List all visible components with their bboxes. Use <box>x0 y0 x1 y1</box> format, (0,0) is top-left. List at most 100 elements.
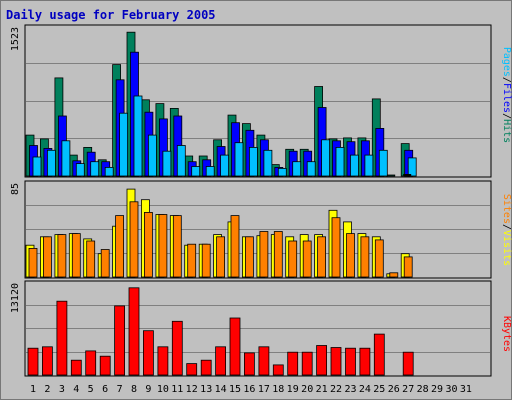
y-tick-label-top: 1523 <box>10 27 21 51</box>
x-tick-label: 28 <box>417 384 429 395</box>
bar-sites-14 <box>216 236 226 278</box>
bar-sites-21 <box>317 236 327 278</box>
bar-kbytes-27 <box>402 351 414 376</box>
x-tick-label: 11 <box>171 384 183 395</box>
legend-sites-visits-part: / <box>501 224 512 230</box>
bar-pages-5 <box>90 161 100 177</box>
bar-pages-27 <box>407 157 417 177</box>
bar-kbytes-4 <box>70 359 82 376</box>
bar-sites-10 <box>158 214 168 278</box>
bar-sites-22 <box>331 217 341 278</box>
bar-sites-2 <box>43 236 52 278</box>
bar-sites-6 <box>100 249 110 278</box>
y-tick-label-middle: 85 <box>10 183 21 195</box>
legend-kbytes-part: KBytes <box>501 316 512 352</box>
bar-pages-22 <box>335 146 345 177</box>
bar-pages-1 <box>32 156 42 177</box>
bar-kbytes-21 <box>316 345 328 376</box>
bar-kbytes-6 <box>99 355 111 376</box>
bar-sites-23 <box>346 233 355 278</box>
bar-kbytes-12 <box>186 363 198 376</box>
x-tick-label: 22 <box>330 384 342 395</box>
x-tick-label: 31 <box>460 384 472 395</box>
bar-sites-4 <box>71 233 81 278</box>
x-tick-label: 4 <box>73 384 79 395</box>
bar-kbytes-23 <box>345 347 356 376</box>
bar-pages-14 <box>220 154 230 177</box>
x-tick-label: 27 <box>402 384 414 395</box>
bar-pages-17 <box>263 149 273 177</box>
bar-pages-19 <box>292 161 302 177</box>
bar-pages-8 <box>133 95 143 177</box>
x-tick-label: 1 <box>30 384 36 395</box>
bar-sites-9 <box>143 211 153 278</box>
x-tick-label: 16 <box>243 384 255 395</box>
bar-kbytes-16 <box>243 352 255 376</box>
x-tick-label: 9 <box>145 384 151 395</box>
bar-pages-18 <box>277 167 287 177</box>
bar-kbytes-17 <box>258 346 270 376</box>
bar-sites-26 <box>389 272 399 278</box>
bar-pages-10 <box>162 150 172 177</box>
bar-sites-18 <box>273 231 283 278</box>
x-tick-label: 26 <box>388 384 400 395</box>
bar-sites-12 <box>187 243 197 278</box>
bar-kbytes-14 <box>215 346 227 376</box>
bar-pages-6 <box>104 166 114 177</box>
legend-pages-files-hits-part: / <box>501 77 512 83</box>
bar-sites-3 <box>57 234 67 278</box>
x-tick-label: 8 <box>131 384 137 395</box>
x-tick-label: 24 <box>359 384 371 395</box>
bar-pages-21 <box>321 139 331 177</box>
bar-pages-20 <box>306 161 316 177</box>
bar-kbytes-25 <box>373 333 385 376</box>
x-tick-label: 30 <box>445 384 457 395</box>
bar-kbytes-24 <box>359 347 371 376</box>
x-tick-label: 23 <box>344 384 356 395</box>
x-tick-label: 18 <box>272 384 284 395</box>
bar-kbytes-15 <box>229 317 241 376</box>
x-tick-label: 25 <box>373 384 385 395</box>
bar-kbytes-18 <box>272 364 284 376</box>
bar-pages-15 <box>234 142 244 177</box>
bar-pages-7 <box>119 112 128 177</box>
bar-sites-20 <box>302 240 312 278</box>
bar-sites-13 <box>201 243 211 278</box>
bar-kbytes-2 <box>42 346 53 376</box>
bar-sites-1 <box>28 247 38 278</box>
x-tick-label: 20 <box>301 384 313 395</box>
bar-sites-24 <box>360 236 370 278</box>
x-tick-label: 6 <box>102 384 108 395</box>
legend-sites-visits: Sites/Visits <box>501 194 512 266</box>
bar-sites-15 <box>230 215 240 278</box>
bar-sites-19 <box>288 240 298 278</box>
bar-sites-8 <box>129 201 139 278</box>
x-tick-label: 10 <box>157 384 169 395</box>
bar-kbytes-7 <box>114 305 125 376</box>
y-tick-label-bottom: 13120 <box>10 283 21 313</box>
bar-sites-25 <box>374 239 384 278</box>
bar-sites-27 <box>403 256 413 278</box>
bar-sites-16 <box>244 236 254 278</box>
x-tick-label: 2 <box>44 384 50 395</box>
x-tick-label: 13 <box>200 384 212 395</box>
bar-kbytes-1 <box>27 347 39 376</box>
bar-kbytes-19 <box>287 351 299 376</box>
bar-kbytes-3 <box>56 300 68 376</box>
x-tick-label: 14 <box>215 384 227 395</box>
bar-kbytes-20 <box>301 351 313 376</box>
x-tick-label: 5 <box>88 384 94 395</box>
bar-sites-7 <box>115 215 124 278</box>
legend-pages-files-hits-part: / <box>501 113 512 119</box>
bar-sites-5 <box>86 240 96 278</box>
bar-pages-2 <box>47 149 56 177</box>
bar-sites-11 <box>172 215 182 278</box>
x-tick-label: 12 <box>186 384 198 395</box>
bar-pages-23 <box>350 154 359 177</box>
legend-pages-files-hits-part: Pages <box>501 47 512 77</box>
bar-kbytes-5 <box>85 350 97 376</box>
bar-kbytes-9 <box>142 330 154 376</box>
bar-kbytes-8 <box>128 287 140 376</box>
bar-pages-3 <box>61 140 71 177</box>
